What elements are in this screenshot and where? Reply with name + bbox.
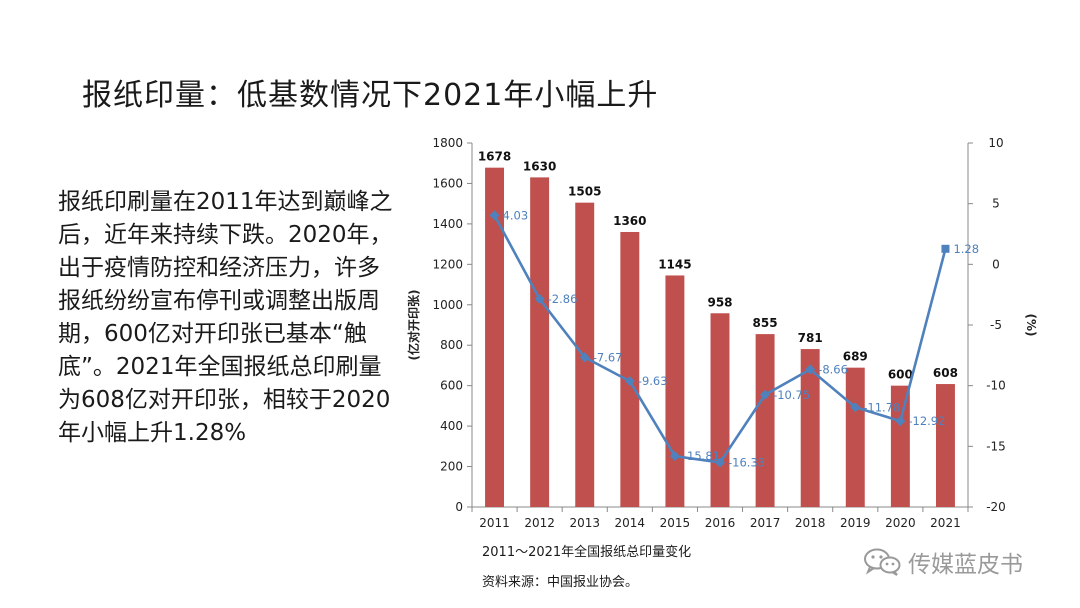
- growth-rate-label: -16.33: [728, 455, 765, 469]
- growth-rate-marker: [534, 294, 545, 305]
- watermark: 传媒蓝皮书: [862, 545, 1023, 579]
- slide-title: 报纸印量：低基数情况下2021年小幅上升: [82, 78, 659, 113]
- x-tick-label: 2012: [524, 516, 555, 530]
- growth-rate-series: [489, 210, 950, 468]
- left-tick-label: 200: [440, 460, 463, 474]
- growth-rate-label: -12.92: [908, 414, 945, 428]
- growth-rate-label: -10.75: [773, 388, 810, 402]
- growth-rate-label: 1.28: [953, 242, 979, 256]
- bar-value-label: 1145: [658, 257, 691, 271]
- bar-value-labels: 1678 1630 1505 1360 1145 958 855 781 689 600 608: [478, 150, 958, 382]
- growth-rate-marker: [895, 416, 906, 427]
- growth-rate-marker: [850, 402, 861, 413]
- growth-rate-marker: [579, 352, 590, 363]
- left-tick-label: 0: [455, 500, 463, 514]
- growth-rate-label: -7.67: [593, 350, 623, 364]
- x-tick-label: 2015: [660, 516, 691, 530]
- bar: [485, 167, 505, 507]
- bar: [935, 384, 955, 507]
- x-tick-label: 2011: [479, 516, 510, 530]
- body-text: 报纸印刷量在2011年达到巅峰之后，近年来持续下跌。2020年，出于疫情防控和经…: [58, 189, 393, 446]
- right-tick-label: -5: [990, 318, 1002, 332]
- growth-rate-label: -15.81: [683, 449, 720, 463]
- bar: [620, 231, 640, 507]
- chart-caption: 2011～2021年全国报纸总印量变化: [482, 545, 692, 560]
- growth-rate-label: -11.78: [863, 400, 900, 414]
- growth-rate-marker: [715, 457, 725, 468]
- left-tick-label: 800: [440, 338, 463, 352]
- bar: [800, 349, 820, 507]
- growth-rate-marker: [805, 364, 816, 375]
- bar-value-label: 600: [888, 368, 913, 382]
- bar: [845, 367, 865, 507]
- left-tick-label: 600: [440, 379, 463, 393]
- x-tick-label: 2019: [840, 516, 871, 530]
- bar: [530, 177, 550, 507]
- bar: [890, 385, 910, 507]
- bar-value-label: 958: [707, 295, 732, 309]
- bar: [755, 334, 775, 507]
- left-tick-label: 1000: [432, 298, 463, 312]
- bar-value-label: 1360: [613, 214, 646, 228]
- right-tick-label: -15: [986, 439, 1006, 453]
- x-tick-label: 2013: [569, 516, 600, 530]
- growth-rate-marker: [760, 389, 771, 400]
- x-tick-label: 2014: [615, 516, 646, 530]
- x-axis: 2011 2012 2013 2014 2015 2016 2017 2018 2019 2020…: [471, 506, 969, 530]
- left-y-axis: 0 200 400 600 800 1000 1200 1400 1600 1800: [432, 136, 473, 514]
- bar-value-label: 1505: [568, 185, 601, 199]
- growth-rate-label: -2.86: [548, 292, 578, 306]
- bar-series: [485, 167, 955, 507]
- x-tick-label: 2017: [750, 516, 781, 530]
- wechat-icon: [864, 548, 901, 576]
- watermark-text: 传媒蓝皮书: [908, 552, 1023, 578]
- source-note: 资料来源：中国报业协会。: [482, 575, 639, 590]
- y-axis-title: (亿对开印张): [406, 290, 421, 361]
- right-tick-label: 5: [992, 197, 1000, 211]
- right-tick-label: 10: [988, 136, 1003, 150]
- left-tick-label: 1600: [432, 176, 463, 190]
- growth-rate-marker: [489, 210, 500, 221]
- x-tick-label: 2020: [885, 516, 916, 530]
- growth-rate-marker: [624, 376, 635, 387]
- bar-value-label: 608: [933, 366, 958, 380]
- x-tick-label: 2018: [795, 516, 826, 530]
- bar-value-label: 689: [843, 350, 868, 364]
- left-tick-label: 1200: [432, 257, 463, 271]
- bar-line-chart: 0 200 400 600 800 1000 1200 1400 1600 1800 -20 -15…: [406, 136, 1038, 530]
- bar-value-label: 855: [753, 316, 778, 330]
- bar: [710, 313, 730, 507]
- bar-value-label: 1678: [478, 150, 511, 164]
- y2-axis-title: (%): [1024, 314, 1038, 337]
- bar: [665, 275, 685, 507]
- x-tick-label: 2016: [705, 516, 736, 530]
- growth-rate-label: -8.66: [818, 362, 848, 376]
- growth-rate-labels: 4.03 -2.86 -7.67 -9.63 -15.81 -16.33 -10.75 -8.…: [503, 208, 980, 469]
- growth-rate-label: -9.63: [638, 374, 668, 388]
- right-y-axis: -20 -15 -10 -5 0 5 10: [967, 136, 1006, 514]
- growth-rate-label: 4.03: [503, 208, 529, 222]
- left-tick-label: 400: [440, 419, 463, 433]
- right-tick-label: -20: [986, 500, 1006, 514]
- bar-value-label: 781: [798, 331, 823, 345]
- right-tick-label: -10: [986, 379, 1006, 393]
- left-tick-label: 1800: [432, 136, 463, 150]
- growth-rate-marker: [941, 244, 950, 253]
- right-tick-label: 0: [992, 257, 1000, 271]
- left-tick-label: 1400: [432, 217, 463, 231]
- x-tick-label: 2021: [930, 516, 961, 530]
- growth-rate-marker: [669, 451, 680, 462]
- bar-value-label: 1630: [523, 159, 556, 173]
